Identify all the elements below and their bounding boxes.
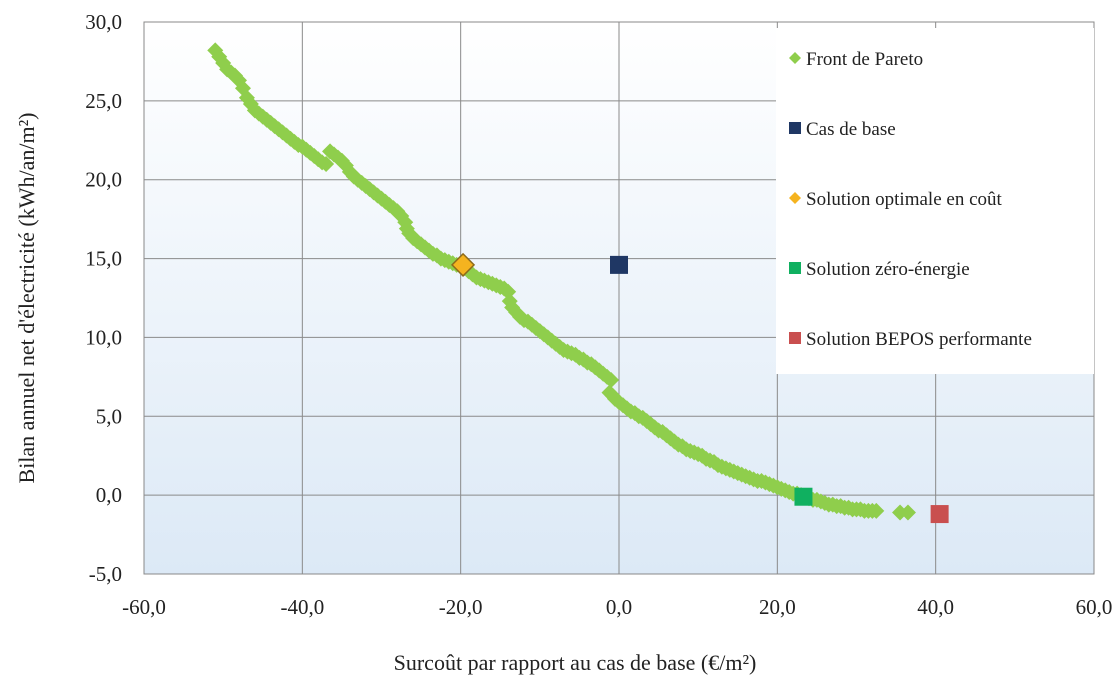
legend-box [776, 28, 1094, 374]
x-tick-label: 0,0 [606, 595, 632, 619]
y-tick-label: 30,0 [85, 10, 122, 34]
y-axis-label: Bilan annuel net d'électricité (kWh/an/m… [14, 113, 39, 484]
x-tick-label: -20,0 [439, 595, 483, 619]
y-tick-label: 5,0 [96, 404, 122, 428]
y-tick-label: 15,0 [85, 247, 122, 271]
y-tick-label: 0,0 [96, 483, 122, 507]
legend-label: Cas de base [806, 119, 896, 140]
y-tick-labels: -5,0 0,0 5,0 10,0 15,0 20,0 25,0 30,0 [85, 10, 122, 586]
pareto-point [899, 504, 916, 521]
legend-label: Solution BEPOS performante [806, 329, 1032, 350]
legend-label: Solution zéro-énergie [806, 259, 970, 280]
legend-marker [789, 332, 801, 344]
y-tick-label: 20,0 [85, 168, 122, 192]
legend-marker [789, 192, 801, 204]
x-tick-label: 40,0 [917, 595, 954, 619]
y-tick-label: 10,0 [85, 325, 122, 349]
pareto-point [868, 502, 885, 519]
legend: Front de Pareto Cas de base Solution optim… [776, 28, 1094, 374]
point-solution-z-ro-nergie [794, 487, 813, 506]
y-tick-label: -5,0 [89, 562, 122, 586]
legend-marker [789, 122, 801, 134]
x-tick-label: -40,0 [280, 595, 324, 619]
point-solution-bepos-performante [930, 505, 949, 524]
y-tick-label: 25,0 [85, 89, 122, 113]
pareto-point [318, 155, 335, 172]
x-tick-label: -60,0 [122, 595, 166, 619]
legend-marker [789, 52, 801, 64]
x-tick-labels: -60,0 -40,0 -20,0 0,0 20,0 40,0 60,0 [122, 595, 1112, 619]
point-cas-de-base [610, 255, 628, 274]
legend-marker [789, 262, 801, 274]
data-points [207, 42, 949, 524]
x-tick-label: 20,0 [759, 595, 796, 619]
legend-label: Front de Pareto [806, 49, 923, 70]
point-solution-optimale-en-co-t [450, 252, 476, 277]
pareto-point [500, 283, 517, 300]
x-axis-label: Surcoût par rapport au cas de base (€/m²… [394, 650, 757, 675]
pareto-point [603, 372, 620, 389]
legend-label: Solution optimale en coût [806, 189, 1003, 210]
x-tick-label: 60,0 [1076, 595, 1113, 619]
